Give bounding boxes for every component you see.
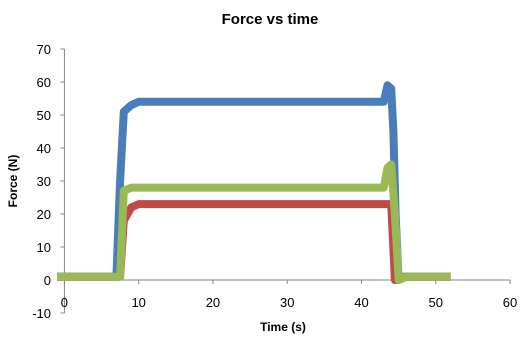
chart-title: Force vs time [222, 11, 319, 28]
y-axis-label: Force (N) [6, 155, 20, 208]
x-tick-label: 40 [354, 295, 368, 310]
x-tick-label: 30 [280, 295, 294, 310]
y-tick-label: 40 [37, 141, 51, 156]
x-axis-label: Time (s) [260, 320, 306, 334]
y-tick-label: 50 [37, 108, 51, 123]
x-tick-label: 50 [429, 295, 443, 310]
x-tick-label: 20 [206, 295, 220, 310]
y-tick-label: 30 [37, 174, 51, 189]
x-tick-label: 0 [61, 295, 68, 310]
series-line-3 [57, 160, 451, 284]
y-tick-label: -10 [32, 306, 51, 321]
y-tick-label: 10 [37, 240, 51, 255]
plot-area [57, 81, 451, 284]
y-tick-label: 70 [37, 42, 51, 57]
y-tick-label: 60 [37, 75, 51, 90]
y-tick-label: 0 [44, 273, 51, 288]
x-tick-label: 10 [131, 295, 145, 310]
axes: -10 0 10 20 30 40 50 60 70 0 10 20 30 40 50 60 [32, 42, 517, 321]
y-tick-label: 20 [37, 207, 51, 222]
x-tick-label: 60 [503, 295, 517, 310]
